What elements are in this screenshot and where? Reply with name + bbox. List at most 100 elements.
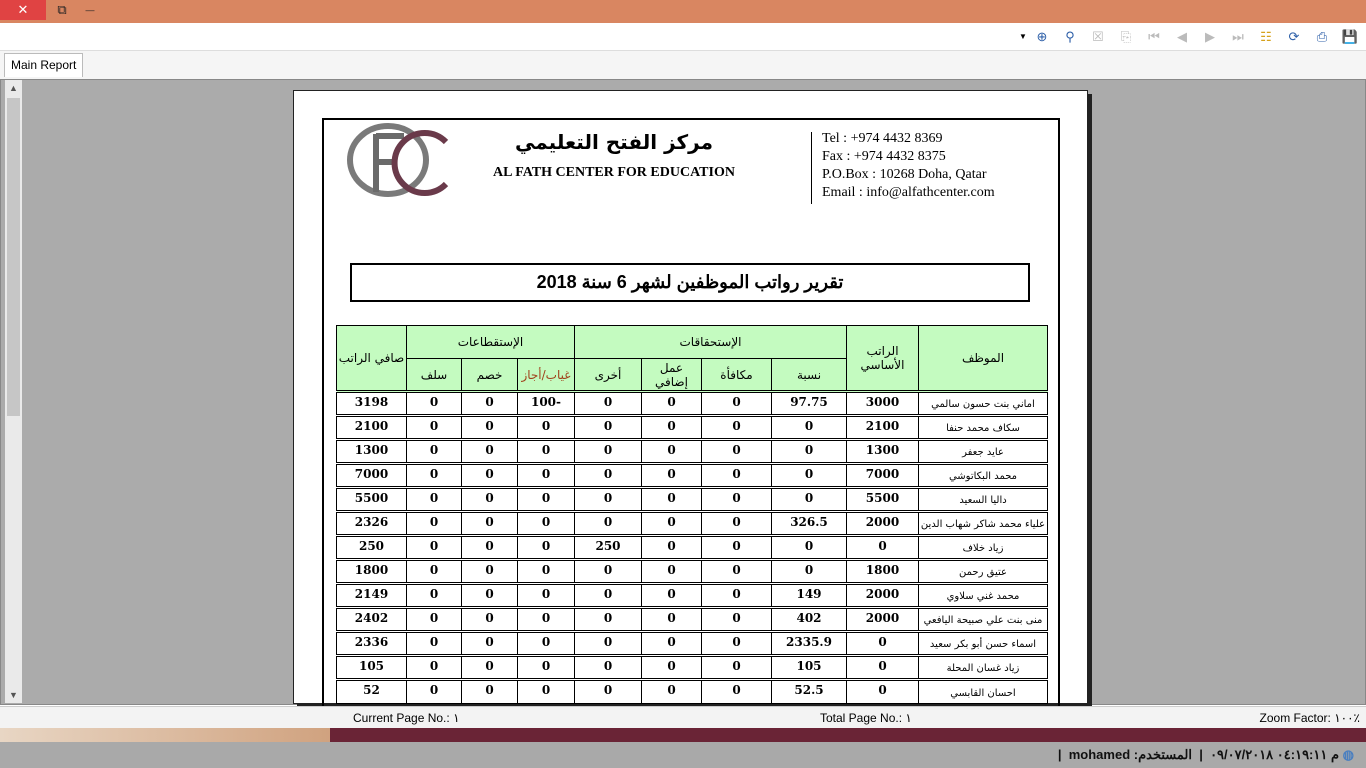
save-icon[interactable]: 💾 (1341, 29, 1359, 44)
clock-icon: ◍ (1342, 747, 1354, 762)
next-page-icon[interactable]: ▶ (1205, 29, 1215, 44)
last-page-icon[interactable]: ⏭ (1232, 29, 1244, 44)
cell-overtime: 0 (641, 462, 702, 488)
cell-overtime: 0 (641, 582, 702, 608)
cell-net: 105 (336, 654, 407, 680)
report-toolbar: ▼ ⊕ ⚲ ☒ ⎘ ⏮ ◀ ▶ ⏭ ☷ ⟳ ⎙ 💾 (0, 23, 1366, 51)
cell-percent: 0 (771, 558, 847, 584)
cell-advance: 0 (406, 534, 462, 560)
user: المستخدم: mohamed (1068, 747, 1192, 762)
tree-icon[interactable]: ☷ (1260, 29, 1272, 44)
cell-advance: 0 (406, 630, 462, 656)
cell-basic: 1300 (846, 438, 919, 464)
report-page: مركز الفتح التعليمي AL FATH CENTER FOR E… (293, 90, 1088, 718)
search-icon[interactable]: ⚲ (1065, 29, 1075, 44)
refresh-icon[interactable]: ⟳ (1288, 29, 1300, 44)
cell-basic: 0 (846, 654, 919, 680)
cell-basic: 2000 (846, 510, 919, 536)
cell-absence: -100 (517, 390, 575, 416)
center-name-english: AL FATH CENTER FOR EDUCATION (493, 165, 735, 180)
cell-other: 250 (574, 534, 642, 560)
cell-advance: 0 (406, 510, 462, 536)
cell-absence: 0 (517, 582, 575, 608)
status-bar: Current Page No.: ١ Total Page No.: ١ Zo… (0, 706, 1366, 728)
title-bar: ✕ ⧉ — (0, 0, 1366, 23)
col-net: صافي الراتب (336, 325, 407, 392)
tel: Tel : +974 4432 8369 (822, 131, 943, 146)
cell-bonus: 0 (701, 678, 772, 704)
col-employee: الموظف (918, 325, 1048, 392)
cell-advance: 0 (406, 414, 462, 440)
cell-net: 52 (336, 678, 407, 704)
cell-absence: 0 (517, 438, 575, 464)
scroll-thumb[interactable] (7, 98, 20, 416)
salary-table: الموظف الراتب الأساسي الإستحقاقات الإستق… (336, 325, 1048, 704)
cell-advance: 0 (406, 678, 462, 704)
table-row: زياد غسان المحلة 0 105 0 0 0 0 0 0 105 (336, 654, 1048, 680)
cell-bonus: 0 (701, 438, 772, 464)
table-row: اماني بنت حسون سالمي 3000 97.75 0 0 0 -100 0 0 31… (336, 390, 1048, 416)
cell-employee: عتيق رحمن (918, 558, 1048, 584)
table-row: احسان القابسي 0 52.5 0 0 0 0 0 0 52 (336, 678, 1048, 704)
close-doc-icon[interactable]: ☒ (1092, 29, 1104, 44)
minimize-button[interactable]: — (85, 5, 95, 15)
cell-discount: 0 (461, 558, 518, 584)
col-percent: نسبة (771, 358, 847, 392)
table-row: محمد البكاتوشي 7000 0 0 0 0 0 0 0 7000 (336, 462, 1048, 488)
pobox: P.O.Box : 10268 Doha, Qatar (822, 167, 987, 182)
cell-net: 2100 (336, 414, 407, 440)
table-row: محمد غني سلاوي 2000 149 0 0 0 0 0 0 2149 (336, 582, 1048, 608)
cell-percent: 2335.9 (771, 630, 847, 656)
cell-employee: احسان القابسي (918, 678, 1048, 704)
cell-overtime: 0 (641, 414, 702, 440)
cell-percent: 0 (771, 486, 847, 512)
email: Email : info@alfathcenter.com (822, 185, 995, 200)
print-icon[interactable]: ⎙ (1316, 29, 1328, 44)
cell-discount: 0 (461, 678, 518, 704)
cell-advance: 0 (406, 462, 462, 488)
cell-advance: 0 (406, 654, 462, 680)
cell-net: 7000 (336, 462, 407, 488)
col-absence: غياب/أجاز (517, 358, 575, 392)
background-strip (0, 728, 1366, 742)
search-plus-icon[interactable]: ⊕ (1036, 29, 1048, 44)
separator: | (1057, 747, 1062, 762)
cell-discount: 0 (461, 438, 518, 464)
tab-main-report[interactable]: Main Report (4, 53, 84, 77)
cell-net: 1800 (336, 558, 407, 584)
cell-basic: 2000 (846, 606, 919, 632)
cell-absence: 0 (517, 654, 575, 680)
table-row: اسماء حسن أبو بكر سعيد 0 2335.9 0 0 0 0 0 0 2336 (336, 630, 1048, 656)
cell-absence: 0 (517, 510, 575, 536)
col-other: أخرى (574, 358, 642, 392)
table-row: زياد خلاف 0 0 0 0 250 0 0 0 250 (336, 534, 1048, 560)
cell-net: 3198 (336, 390, 407, 416)
cell-basic: 3000 (846, 390, 919, 416)
cell-employee: زياد خلاف (918, 534, 1048, 560)
scroll-down-icon[interactable]: ▼ (9, 690, 18, 700)
vertical-scrollbar[interactable]: ▲ ▼ (5, 80, 22, 703)
first-page-icon[interactable]: ⏮ (1148, 29, 1160, 44)
table-row: سكاف محمد حنفا 2100 0 0 0 0 0 0 0 2100 (336, 414, 1048, 440)
cell-absence: 0 (517, 606, 575, 632)
export-icon[interactable]: ⎘ (1120, 29, 1132, 44)
dropdown-icon[interactable]: ▼ (1019, 32, 1027, 41)
cell-discount: 0 (461, 630, 518, 656)
restore-button[interactable]: ⧉ (57, 2, 67, 17)
cell-other: 0 (574, 606, 642, 632)
cell-basic: 5500 (846, 486, 919, 512)
cell-advance: 0 (406, 558, 462, 584)
cell-bonus: 0 (701, 534, 772, 560)
cell-percent: 149 (771, 582, 847, 608)
close-button[interactable]: ✕ (0, 0, 46, 20)
cell-basic: 0 (846, 630, 919, 656)
table-row: عتيق رحمن 1800 0 0 0 0 0 0 0 1800 (336, 558, 1048, 584)
cell-discount: 0 (461, 414, 518, 440)
prev-page-icon[interactable]: ◀ (1177, 29, 1187, 44)
scroll-up-icon[interactable]: ▲ (9, 83, 18, 93)
cell-overtime: 0 (641, 678, 702, 704)
cell-absence: 0 (517, 414, 575, 440)
cell-basic: 0 (846, 678, 919, 704)
cell-discount: 0 (461, 582, 518, 608)
cell-overtime: 0 (641, 510, 702, 536)
